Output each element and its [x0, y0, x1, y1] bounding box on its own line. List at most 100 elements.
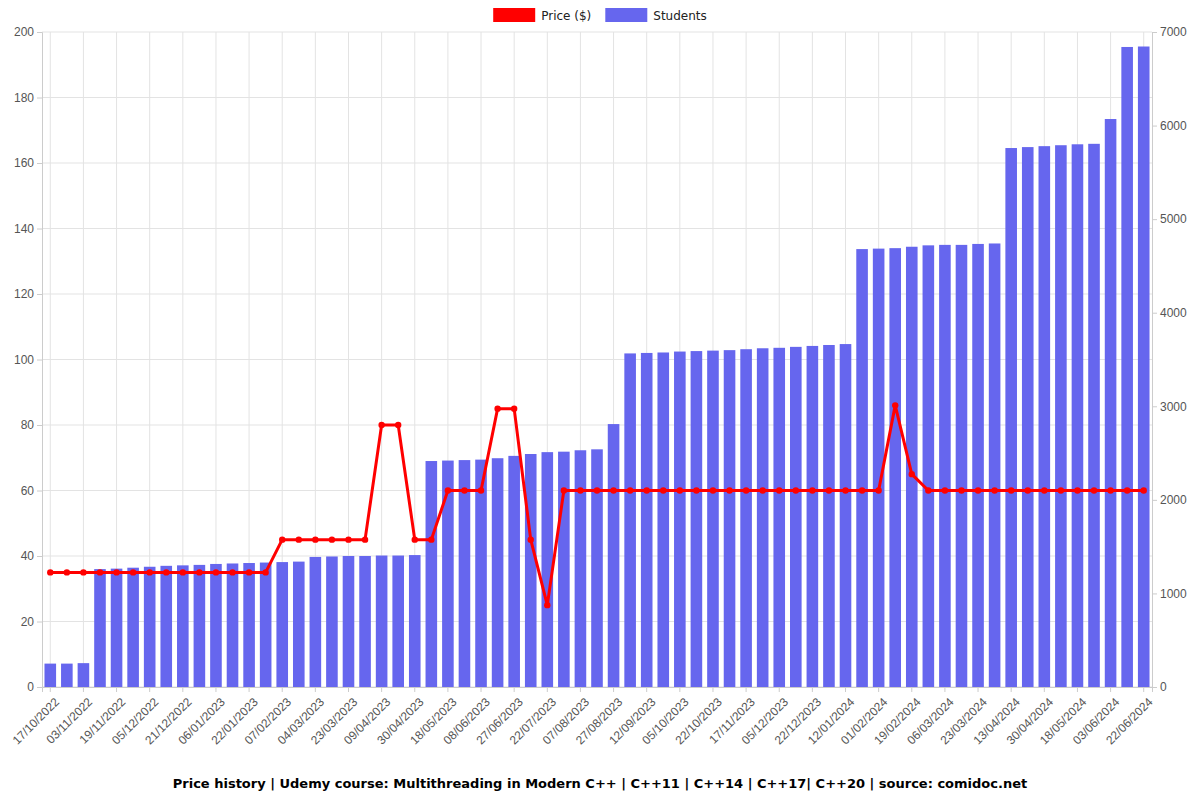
marker [246, 569, 252, 575]
legend-item: Students [605, 8, 707, 23]
bar [956, 245, 968, 687]
tick-label: 7000 [1160, 25, 1187, 39]
tick-label: 22/06/2024 [1103, 695, 1156, 748]
tick-mark [83, 687, 84, 692]
marker [64, 569, 70, 575]
marker [461, 487, 467, 493]
tick-mark [37, 98, 42, 99]
marker [958, 487, 964, 493]
tick-mark [580, 687, 581, 692]
tick-label: 2000 [1160, 493, 1187, 507]
tick-mark [37, 32, 42, 33]
marker [693, 487, 699, 493]
bar [674, 352, 686, 687]
tick-label: 6000 [1160, 119, 1187, 133]
bar [1039, 146, 1051, 687]
grid-line [42, 228, 1152, 229]
bar [260, 563, 272, 687]
tick-mark [1110, 687, 1111, 692]
tick: 20 [21, 615, 42, 629]
marker [561, 487, 567, 493]
marker [859, 487, 865, 493]
marker [710, 487, 716, 493]
marker [229, 569, 235, 575]
tick-mark [249, 687, 250, 692]
marker [627, 487, 633, 493]
bar [94, 569, 106, 687]
tick-mark [944, 687, 945, 692]
tick-mark [182, 687, 183, 692]
tick: 1000 [1152, 587, 1187, 601]
tick-mark [1077, 687, 1078, 692]
marker [875, 487, 881, 493]
marker [776, 487, 782, 493]
marker [1074, 487, 1080, 493]
marker [660, 487, 666, 493]
legend-swatch [605, 8, 647, 22]
tick-mark [911, 687, 912, 692]
tick-mark [447, 687, 448, 692]
grid-line [42, 294, 1152, 295]
bar-series [44, 47, 1149, 687]
tick-label: 200 [14, 25, 34, 39]
marker [130, 569, 136, 575]
bar [127, 568, 139, 687]
marker [1107, 487, 1113, 493]
bar [807, 346, 819, 687]
marks [44, 47, 1149, 687]
tick-mark [37, 163, 42, 164]
legend-swatch [493, 8, 535, 22]
marker [362, 536, 368, 542]
tick-mark [149, 687, 150, 692]
tick-mark [1152, 32, 1157, 33]
marker [726, 487, 732, 493]
tick: 80 [21, 418, 42, 432]
tick-mark [414, 687, 415, 692]
bar [492, 458, 504, 687]
y2-axis: 01000200030004000500060007000 [1152, 25, 1187, 694]
tick-mark [37, 491, 42, 492]
tick-mark [481, 687, 482, 692]
tick: 140 [14, 222, 42, 236]
tick: 6000 [1152, 119, 1187, 133]
bar [691, 351, 703, 687]
marker [213, 569, 219, 575]
bar [210, 564, 222, 687]
bar [343, 556, 355, 687]
bar [310, 557, 322, 687]
tick: 2000 [1152, 493, 1187, 507]
tick-mark [381, 687, 382, 692]
marker [312, 536, 318, 542]
tick-mark [978, 687, 979, 692]
marker [793, 487, 799, 493]
tick: 5000 [1152, 212, 1187, 226]
bar [757, 348, 769, 687]
legend-item: Price ($) [493, 8, 591, 23]
bar [426, 461, 438, 687]
bar [475, 460, 487, 687]
bar [989, 243, 1001, 687]
marker [412, 536, 418, 542]
bar [790, 347, 802, 687]
tick-mark [116, 687, 117, 692]
tick-label: 60 [21, 484, 35, 498]
marker [909, 471, 915, 477]
tick-label: 140 [14, 222, 34, 236]
marker [395, 422, 401, 428]
bar [409, 555, 421, 687]
marker [428, 536, 434, 542]
bar [78, 663, 90, 687]
tick-mark [37, 622, 42, 623]
tick-label: 80 [21, 418, 35, 432]
bar [972, 244, 984, 687]
chart: 0204060801001201401601802000100020003000… [0, 0, 1200, 800]
bar [1088, 144, 1100, 687]
marker [809, 487, 815, 493]
bar [608, 424, 620, 687]
legend-label: Price ($) [541, 9, 591, 23]
bar [641, 353, 653, 687]
marker [511, 405, 517, 411]
marker [892, 402, 898, 408]
tick: 40 [21, 549, 42, 563]
bar [823, 345, 835, 687]
